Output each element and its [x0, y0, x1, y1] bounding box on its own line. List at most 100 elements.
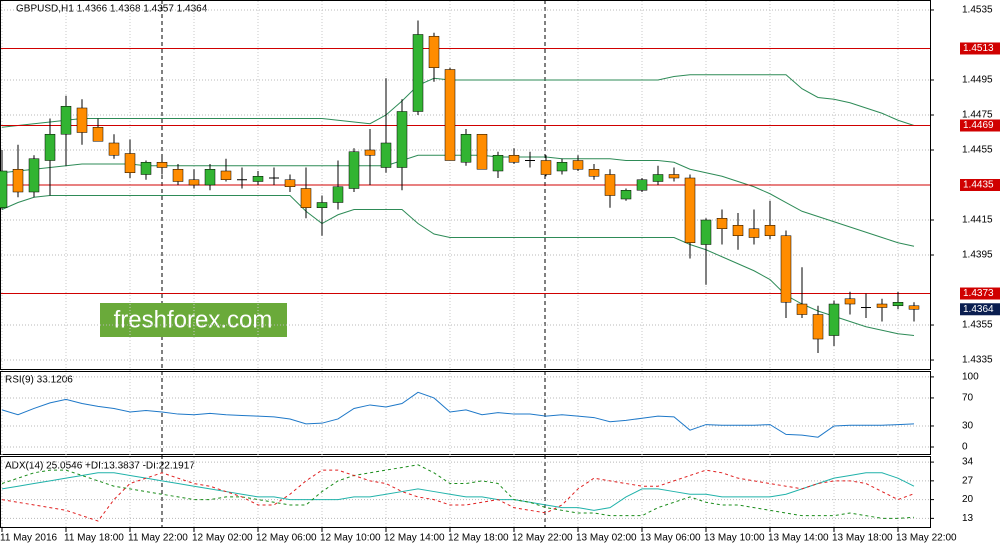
candle-body — [44, 133, 56, 161]
adx-title: ADX(14) 25.0546 +DI:13.3837 -DI:22.1917 — [5, 461, 195, 472]
candle-body — [684, 177, 696, 244]
y-tick-label: 1.4455 — [962, 145, 993, 156]
y-tick-label: 1.4495 — [962, 75, 993, 86]
x-tick-label: 12 May 22:00 — [512, 533, 573, 544]
watermark: freshforex.com — [114, 306, 273, 333]
x-tick-label: 13 May 02:00 — [576, 533, 637, 544]
y-tick-label: 1.4415 — [962, 215, 993, 226]
candle-body — [204, 168, 216, 186]
candle-body — [828, 303, 840, 336]
x-tick-label: 12 May 18:00 — [448, 533, 509, 544]
y-tick-label: 1.4395 — [962, 250, 993, 261]
y-tick-label: 1.4355 — [962, 320, 993, 331]
candle-body — [668, 174, 680, 179]
candle-body — [892, 302, 904, 307]
price-label: 1.4469 — [963, 120, 994, 131]
price-label: 1.4513 — [963, 43, 994, 54]
candle-body — [572, 160, 584, 170]
candle-body — [492, 154, 504, 172]
candle-body — [508, 154, 520, 163]
y-tick-label: 30 — [962, 421, 974, 432]
x-tick-label: 12 May 06:00 — [256, 533, 317, 544]
candle-body — [700, 219, 712, 245]
candle-body — [444, 69, 456, 161]
candle-body — [332, 186, 344, 203]
candle-body — [396, 111, 408, 168]
y-tick-label: 1.4535 — [962, 5, 993, 16]
price-label-box — [960, 287, 1000, 300]
candle-body — [124, 153, 136, 173]
candle-body — [780, 235, 792, 303]
candle-body — [428, 35, 440, 68]
candle-body — [844, 298, 856, 305]
band-line — [1, 195, 915, 337]
indicator-line — [1, 472, 915, 511]
rsi-panel — [0, 371, 931, 455]
y-tick-label: 1.4475 — [962, 110, 993, 121]
candle-body — [460, 133, 472, 163]
candle-body — [316, 202, 328, 209]
x-tick-label: 13 May 14:00 — [768, 533, 829, 544]
y-tick-label: 0 — [962, 442, 968, 453]
band-line — [1, 74, 915, 128]
candle-body — [92, 126, 104, 142]
x-tick-label: 13 May 06:00 — [640, 533, 701, 544]
candle-body — [812, 314, 824, 340]
indicator-line — [1, 391, 915, 438]
y-tick-label: 70 — [962, 393, 974, 404]
candle-body — [588, 168, 600, 177]
candle-body — [348, 151, 360, 189]
candle-body — [0, 170, 8, 209]
candle-body — [540, 160, 552, 175]
x-tick-label: 13 May 18:00 — [832, 533, 893, 544]
x-tick-label: 11 May 18:00 — [64, 533, 124, 544]
y-tick-label: 100 — [962, 372, 979, 383]
candle-body — [796, 303, 808, 315]
y-tick-label: 20 — [962, 494, 974, 505]
candle-body — [636, 179, 648, 191]
band-line — [1, 154, 915, 247]
candle-body — [908, 305, 920, 310]
candle-body — [716, 218, 728, 230]
x-tick-label: 13 May 10:00 — [704, 533, 765, 544]
candle-body — [252, 175, 264, 182]
price-label: 1.4373 — [963, 288, 994, 299]
x-tick-label: 11 May 2016 — [0, 533, 58, 544]
y-tick-label: 34 — [962, 457, 974, 468]
candle-body — [76, 107, 88, 133]
candle-body — [28, 158, 40, 193]
candle-body — [364, 149, 376, 156]
candle-body — [380, 142, 392, 168]
x-tick-label: 12 May 02:00 — [192, 533, 253, 544]
x-tick-label: 12 May 10:00 — [320, 533, 381, 544]
candle-body — [172, 168, 184, 182]
day-separators — [161, 0, 546, 528]
candle-body — [156, 161, 168, 168]
candle-body — [220, 170, 232, 180]
candle-body — [412, 34, 424, 112]
price-label-box — [960, 42, 1000, 55]
candle-body — [12, 168, 24, 193]
candle-body — [604, 174, 616, 196]
candle-body — [556, 161, 568, 172]
rsi-title: RSI(9) 33.1206 — [5, 375, 73, 386]
x-tick-label: 11 May 22:00 — [128, 533, 188, 544]
price-label-box — [960, 119, 1000, 132]
y-tick-label: 1.4335 — [962, 355, 993, 366]
price-label: 1.4364 — [963, 304, 994, 315]
candle-body — [188, 179, 200, 186]
y-tick-label: 13 — [962, 513, 974, 524]
x-tick-label: 12 May 14:00 — [384, 533, 445, 544]
candle-body — [60, 105, 72, 135]
indicator-line — [1, 469, 915, 522]
candle-body — [476, 133, 488, 170]
y-tick-label: 27 — [962, 475, 974, 486]
price-label-box — [960, 303, 1000, 316]
chart-title: GBPUSD,H1 1.4366 1.4368 1.4357 1.4364 — [16, 4, 208, 15]
candle-body — [732, 225, 744, 237]
candle-body — [764, 225, 776, 237]
price-label-box — [960, 179, 1000, 191]
candle-body — [108, 142, 120, 156]
